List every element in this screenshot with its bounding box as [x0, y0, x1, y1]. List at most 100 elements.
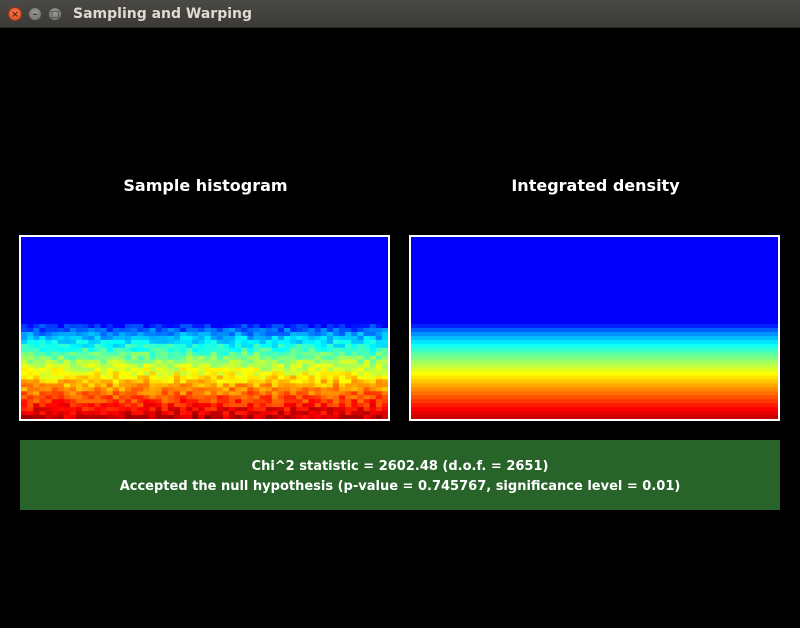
- density-cell: [27, 240, 34, 246]
- density-cell: [228, 367, 236, 373]
- density-cell: [27, 367, 34, 373]
- density-cell: [180, 407, 187, 412]
- density-cell: [94, 312, 102, 317]
- density-cell: [411, 375, 778, 381]
- density-cell: [381, 379, 388, 384]
- density-cell: [277, 237, 285, 242]
- density-cell: [375, 351, 383, 357]
- density-cell: [369, 272, 377, 278]
- density-cell: [247, 387, 255, 392]
- density-cell: [351, 343, 359, 349]
- density-cell: [76, 296, 83, 301]
- density-cell: [296, 256, 303, 262]
- density-cell: [411, 347, 778, 353]
- density-cell: [204, 328, 212, 333]
- density-cell: [39, 240, 47, 246]
- density-cell: [131, 363, 138, 369]
- density-cell: [369, 304, 377, 309]
- density-cell: [235, 240, 242, 246]
- density-cell: [82, 351, 89, 357]
- density-cell: [265, 280, 273, 286]
- density-cell: [302, 324, 310, 329]
- density-cell: [284, 335, 291, 341]
- density-cell: [82, 355, 89, 361]
- density-cell: [326, 256, 334, 262]
- density-cell: [241, 244, 248, 250]
- density-cell: [302, 252, 310, 258]
- density-cell: [363, 387, 371, 392]
- density-cell: [277, 272, 285, 278]
- density-cell: [45, 383, 53, 388]
- title-bar[interactable]: × – □ Sampling and Warping: [0, 0, 800, 28]
- density-cell: [112, 375, 120, 381]
- density-cell: [363, 237, 371, 242]
- density-cell: [180, 411, 187, 416]
- density-cell: [21, 316, 28, 321]
- density-cell: [216, 363, 224, 369]
- density-cell: [106, 331, 114, 337]
- density-cell: [88, 312, 95, 317]
- density-cell: [253, 320, 261, 325]
- density-cell: [411, 387, 778, 392]
- density-cell: [51, 339, 59, 345]
- density-cell: [296, 264, 303, 270]
- density-cell: [82, 312, 89, 317]
- density-cell: [253, 300, 261, 305]
- density-cell: [253, 359, 261, 365]
- density-cell: [411, 272, 778, 278]
- density-cell: [271, 244, 279, 250]
- density-cell: [186, 252, 193, 258]
- density-cell: [76, 288, 83, 293]
- density-cell: [45, 395, 53, 400]
- density-cell: [284, 264, 291, 270]
- density-cell: [118, 324, 126, 329]
- density-cell: [167, 351, 175, 357]
- density-cell: [222, 359, 230, 365]
- density-cell: [216, 288, 224, 293]
- density-cell: [39, 280, 47, 286]
- density-cell: [69, 292, 77, 297]
- density-cell: [222, 399, 230, 404]
- density-cell: [259, 288, 267, 293]
- density-cell: [69, 411, 77, 416]
- maximize-button[interactable]: □: [48, 7, 62, 21]
- density-cell: [357, 256, 365, 262]
- density-cell: [302, 371, 310, 377]
- density-cell: [143, 248, 151, 254]
- minimize-button[interactable]: –: [28, 7, 42, 21]
- density-cell: [222, 387, 230, 392]
- density-cell: [100, 308, 108, 313]
- density-cell: [82, 244, 89, 250]
- density-cell: [296, 383, 303, 388]
- density-cell: [204, 351, 212, 357]
- density-cell: [45, 407, 53, 412]
- density-cell: [88, 351, 95, 357]
- density-cell: [155, 339, 163, 345]
- density-cell: [45, 379, 53, 384]
- density-cell: [118, 328, 126, 333]
- density-cell: [143, 395, 151, 400]
- density-cell: [320, 415, 328, 419]
- density-cell: [112, 288, 120, 293]
- density-cell: [247, 292, 255, 297]
- density-cell: [137, 252, 144, 258]
- density-cell: [259, 252, 267, 258]
- density-cell: [180, 415, 187, 419]
- density-cell: [131, 320, 138, 325]
- density-cell: [228, 240, 236, 246]
- density-cell: [277, 320, 285, 325]
- density-cell: [143, 415, 151, 419]
- density-cell: [173, 335, 181, 341]
- density-cell: [118, 316, 126, 321]
- density-cell: [351, 387, 359, 392]
- density-cell: [357, 320, 365, 325]
- density-cell: [375, 268, 383, 274]
- density-cell: [149, 395, 157, 400]
- close-button[interactable]: ×: [8, 7, 22, 21]
- density-cell: [411, 395, 778, 400]
- density-cell: [94, 316, 102, 321]
- density-cell: [326, 272, 334, 278]
- density-cell: [63, 244, 71, 250]
- density-cell: [192, 252, 199, 258]
- density-cell: [155, 296, 163, 301]
